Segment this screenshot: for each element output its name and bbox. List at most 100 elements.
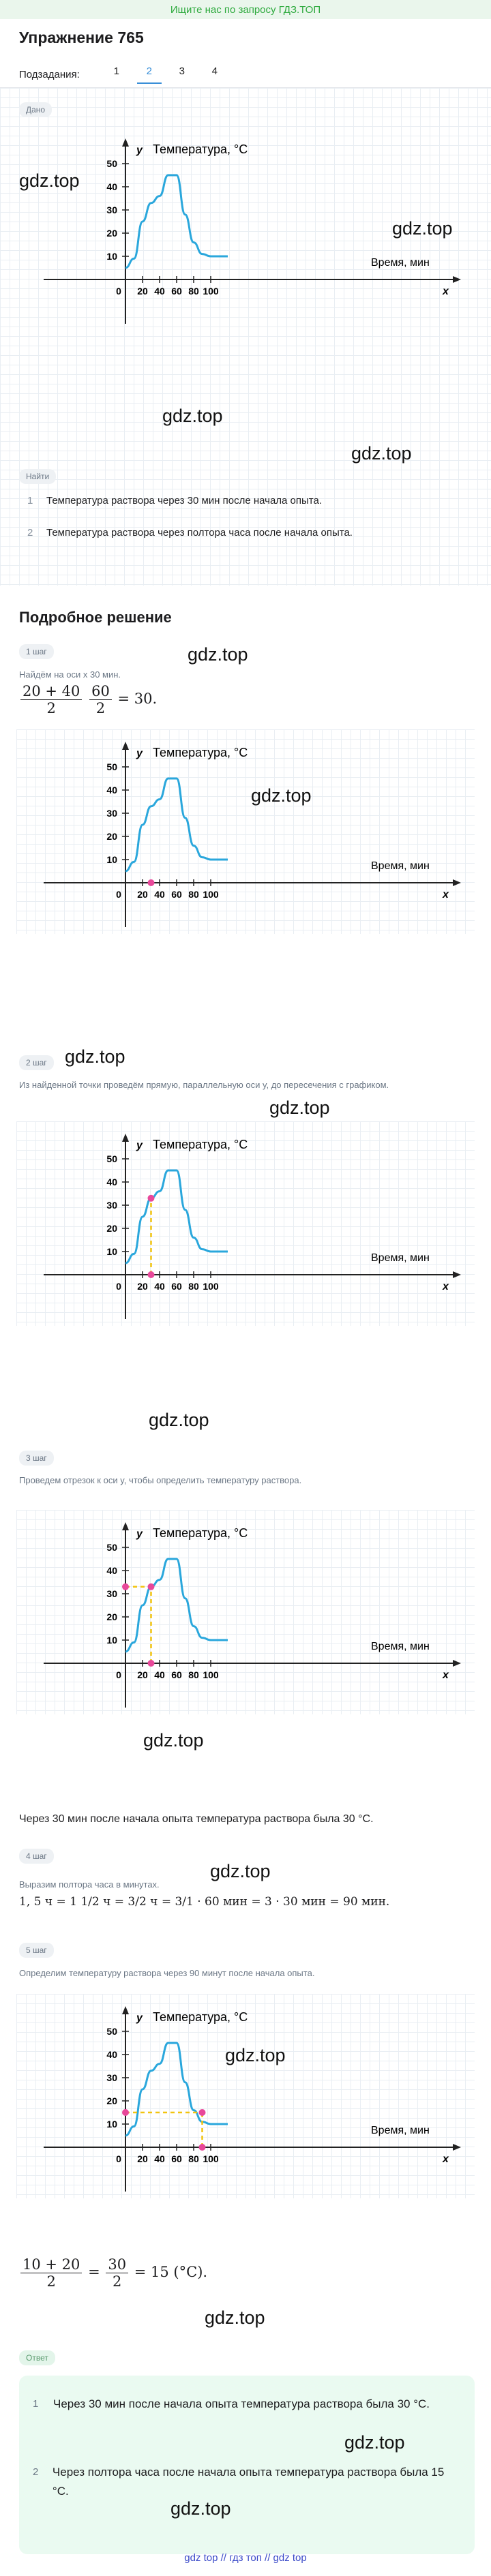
y-tick-label: 50 bbox=[106, 761, 117, 772]
footer-links[interactable]: gdz top // гдз топ // gdz top bbox=[184, 2552, 307, 2564]
tab-1[interactable]: 1 bbox=[113, 65, 119, 77]
x-tick-label: 0 bbox=[116, 286, 121, 297]
y-tick-label: 10 bbox=[106, 1246, 117, 1257]
x-tick-label: 40 bbox=[154, 2153, 165, 2164]
x-axis-label: x bbox=[442, 1281, 449, 1292]
x-title: Время, мин bbox=[371, 2125, 430, 2136]
watermark: gdz.top bbox=[19, 170, 80, 191]
find-badge: Найти bbox=[19, 469, 57, 484]
step-text: Определим температуру раствора через 90 … bbox=[19, 1968, 315, 1978]
y-axis-label: y bbox=[136, 2012, 143, 2024]
y-axis-arrow bbox=[122, 138, 129, 147]
x-axis-arrow bbox=[453, 276, 461, 283]
x-tick-label: 80 bbox=[188, 1281, 199, 1292]
find-item: 1 Температура раствора через 30 мин посл… bbox=[27, 495, 323, 506]
x-axis-arrow bbox=[453, 1271, 461, 1278]
watermark: gdz.top bbox=[344, 2432, 405, 2453]
step-text: Проведем отрезок к оси y, чтобы определи… bbox=[19, 1475, 302, 1485]
tab-2[interactable]: 2 bbox=[133, 65, 166, 84]
x-tick-label: 40 bbox=[154, 1669, 165, 1680]
graph-svg: 0 20 40 60 80 100 10 20 30 40 50 y x Температура, °С В… bbox=[44, 1522, 461, 1708]
temperature-curve bbox=[125, 1169, 228, 1264]
y-axis-label: y bbox=[136, 1140, 143, 1151]
x-tick-label: 20 bbox=[137, 1669, 148, 1680]
y-tick-label: 40 bbox=[106, 785, 117, 795]
final-formula: 10 + 20 2 = 30 2 = 15 (°С). bbox=[19, 2256, 207, 2290]
y-axis-label: y bbox=[136, 1528, 143, 1540]
x-axis-arrow bbox=[453, 879, 461, 886]
watermark: gdz.top bbox=[210, 1861, 271, 1881]
x-tick-label: 40 bbox=[154, 889, 165, 900]
y-tick-label: 20 bbox=[106, 228, 117, 239]
x-axis-label: x bbox=[442, 2153, 449, 2165]
x-marker bbox=[147, 1660, 155, 1667]
x-tick-label: 100 bbox=[203, 286, 219, 297]
watermark: gdz.top bbox=[162, 406, 223, 426]
x-marker bbox=[147, 1271, 155, 1278]
tab-3[interactable]: 3 bbox=[179, 65, 185, 77]
y-title: Температура, °С bbox=[153, 2010, 248, 2024]
graph-svg: 0 20 40 60 80 100 10 20 30 40 50 y x Температура, °С В… bbox=[44, 742, 461, 927]
x-tick-label: 60 bbox=[171, 889, 182, 900]
x-tick-label: 0 bbox=[116, 2153, 121, 2164]
y-tick-label: 10 bbox=[106, 2119, 117, 2130]
find-item: 2 Температура раствора через полтора час… bbox=[27, 527, 353, 539]
temperature-curve bbox=[125, 777, 228, 873]
y-tick-label: 20 bbox=[106, 2095, 117, 2106]
watermark: gdz.top bbox=[170, 2498, 231, 2519]
x-tick-label: 20 bbox=[137, 2153, 148, 2164]
x-title: Время, мин bbox=[371, 257, 430, 269]
graph-step5: 0 20 40 60 80 100 10 20 30 40 50 y x Температура, °С В… bbox=[16, 1994, 475, 2198]
x-tick-label: 0 bbox=[116, 889, 121, 900]
temperature-curve bbox=[125, 2042, 228, 2137]
y-title: Температура, °С bbox=[153, 746, 248, 759]
step-badge: 3 шаг bbox=[19, 1451, 54, 1466]
y-tick-label: 50 bbox=[106, 158, 117, 169]
x-marker bbox=[198, 2144, 206, 2151]
solution-title: Подробное решение bbox=[19, 609, 172, 626]
step-badge: 5 шаг bbox=[19, 1943, 54, 1958]
temperature-curve bbox=[125, 174, 228, 269]
graph-svg: 0 20 40 60 80 100 10 20 30 40 50 y x Температура, °С В… bbox=[44, 138, 461, 324]
step-text: Выразим полтора часа в минутах. bbox=[19, 1879, 160, 1890]
x-axis-label: x bbox=[442, 1669, 449, 1681]
tab-4[interactable]: 4 bbox=[211, 65, 218, 77]
x-tick-label: 60 bbox=[171, 286, 182, 297]
watermark: gdz.top bbox=[269, 1097, 330, 1118]
step-text: Найдём на оси x 30 мин. bbox=[19, 669, 121, 680]
curve-marker bbox=[198, 2109, 206, 2116]
x-tick-label: 60 bbox=[171, 1669, 182, 1680]
answer-item: 1 Через 30 мин после начала опыта темпер… bbox=[33, 2397, 430, 2410]
step4-formula: 1, 5 ч = 1 1/2 ч = 3/2 ч = 3/1 · 60 мин … bbox=[19, 1895, 390, 1909]
page-title: Упражнение 765 bbox=[19, 29, 144, 46]
curve-marker bbox=[147, 1583, 155, 1590]
x-tick-label: 80 bbox=[188, 1669, 199, 1680]
y-tick-label: 20 bbox=[106, 831, 117, 842]
y-tick-label: 50 bbox=[106, 1153, 117, 1164]
x-tick-label: 80 bbox=[188, 2153, 199, 2164]
step1-formula: 20 + 40 2 60 2 = 30. bbox=[19, 683, 157, 716]
y-tick-label: 20 bbox=[106, 1611, 117, 1622]
x-title: Время, мин bbox=[371, 860, 430, 872]
y-marker bbox=[122, 1583, 129, 1590]
graph-given: 0 20 40 60 80 100 10 20 30 40 50 y x Температура, °С В… bbox=[16, 126, 475, 331]
y-tick-label: 30 bbox=[106, 1588, 117, 1599]
x-marker bbox=[147, 879, 155, 886]
x-tick-label: 20 bbox=[137, 1281, 148, 1292]
watermark: gdz.top bbox=[143, 1730, 204, 1751]
x-axis-arrow bbox=[453, 1660, 461, 1667]
x-tick-label: 60 bbox=[171, 2153, 182, 2164]
step-text: Из найденной точки проведём прямую, пара… bbox=[19, 1080, 389, 1090]
temperature-curve bbox=[125, 1558, 228, 1653]
x-tick-label: 40 bbox=[154, 1281, 165, 1292]
x-tick-label: 40 bbox=[154, 286, 165, 297]
given-badge: Дано bbox=[19, 102, 53, 117]
search-hint-link[interactable]: Ищите нас по запросу ГДЗ.ТОП bbox=[170, 3, 321, 16]
x-tick-label: 0 bbox=[116, 1669, 121, 1680]
y-title: Температура, °С bbox=[153, 1526, 248, 1540]
graph-step1: 0 20 40 60 80 100 10 20 30 40 50 y x Температура, °С В… bbox=[16, 729, 475, 934]
watermark: gdz.top bbox=[65, 1046, 125, 1067]
y-title: Температура, °С bbox=[153, 1138, 248, 1151]
watermark: gdz.top bbox=[188, 644, 248, 665]
step-badge: 4 шаг bbox=[19, 1849, 54, 1864]
